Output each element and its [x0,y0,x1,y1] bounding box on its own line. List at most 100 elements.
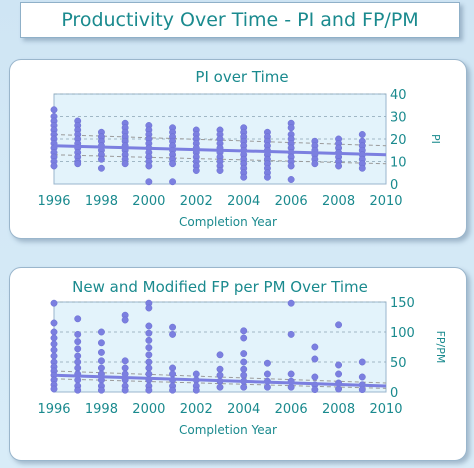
data-point [145,329,153,337]
data-point [216,365,224,373]
y-tick-label: 150 [390,296,415,311]
x-tick-label: 1996 [37,194,70,209]
data-point [192,386,200,394]
data-point [145,304,153,312]
data-point [97,328,105,336]
data-point [287,299,295,307]
x-tick-label: 2006 [275,402,308,417]
data-point [121,357,129,365]
y-tick-label: 0 [390,386,398,401]
data-point [263,173,271,181]
data-point [287,330,295,338]
data-point [263,383,271,391]
data-point [169,364,177,372]
data-point [145,364,153,372]
data-point [121,364,129,372]
trend-line [53,144,387,157]
x-tick-label: 2008 [322,402,355,417]
data-point [50,352,58,360]
data-point [263,359,271,367]
y-tick-label: 0 [390,178,398,193]
x-tick-label: 2010 [369,194,402,209]
data-point [74,352,82,360]
y-tick-label: 40 [390,88,407,103]
data-point [74,345,82,353]
data-point [335,370,343,378]
data-point [169,178,177,186]
y-tick-label: 30 [390,111,407,126]
data-point [74,386,82,394]
data-point [50,106,58,114]
data-point [74,358,82,366]
data-point [240,365,248,373]
data-point [145,322,153,330]
trend-line [53,373,387,388]
y-tick-label: 20 [390,133,407,148]
data-point [74,376,82,384]
data-point [50,340,58,348]
x-axis-label: Completion Year [179,423,277,437]
fp-per-pm-over-time-chart: New and Modified FP per PM Over Time 1996… [37,278,447,437]
data-point [287,176,295,183]
data-point [240,383,248,391]
data-point [169,323,177,331]
data-point [192,167,200,174]
data-point [97,364,105,372]
data-point [240,371,248,379]
y-axis-label: FP/PM [434,331,447,364]
data-point [74,338,82,346]
data-point [287,383,295,391]
data-point [121,386,129,394]
data-point [50,299,58,307]
data-point [74,364,82,372]
data-point [121,316,129,324]
data-point [240,358,248,366]
data-point [311,343,319,351]
data-point [358,373,366,381]
data-point [50,334,58,342]
x-tick-label: 2002 [180,194,213,209]
data-point [50,346,58,354]
confidence-band-line [53,134,387,147]
data-point [145,370,153,378]
page-title: Productivity Over Time - PI and FP/PM [20,2,460,38]
data-point [240,334,248,342]
data-point [145,178,153,186]
y-axis-label: PI [429,134,442,144]
y-tick-label: 10 [390,156,407,171]
data-point [97,339,105,347]
y-tick-label: 100 [390,326,415,341]
data-point [311,386,319,394]
pi-chart-panel: PI over Time 1996 1998 2000 2002 2004 2006 2008… [9,59,467,239]
x-tick-label: 1996 [37,402,70,417]
data-point [169,386,177,394]
y-tick-label: 50 [390,356,407,371]
confidence-band-line [53,370,387,384]
data-point [97,357,105,365]
data-point [287,162,295,170]
data-point [145,162,153,170]
data-point [311,355,319,363]
data-point [358,358,366,366]
data-point [358,386,366,394]
fp-pm-chart-panel: New and Modified FP per PM Over Time 1996… [9,267,467,461]
data-point [50,162,58,170]
x-tick-label: 2010 [369,402,402,417]
x-tick-label: 1998 [85,402,118,417]
confidence-band-line [53,378,387,389]
data-point [287,370,295,378]
data-point [216,351,224,359]
data-point [240,327,248,335]
data-point [216,371,224,379]
data-point [169,330,177,338]
data-point [97,386,105,394]
data-point [97,164,105,172]
data-point [287,124,295,132]
data-point [311,160,319,168]
x-tick-label: 2000 [132,194,165,209]
x-tick-label: 2004 [227,402,260,417]
data-point [335,361,343,369]
data-point [50,319,58,327]
pi-over-time-chart: PI over Time 1996 1998 2000 2002 2004 2006 2008… [37,68,442,229]
data-point [145,336,153,344]
